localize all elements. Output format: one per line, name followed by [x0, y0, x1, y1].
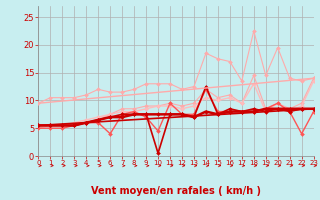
X-axis label: Vent moyen/en rafales ( km/h ): Vent moyen/en rafales ( km/h ) [91, 186, 261, 196]
